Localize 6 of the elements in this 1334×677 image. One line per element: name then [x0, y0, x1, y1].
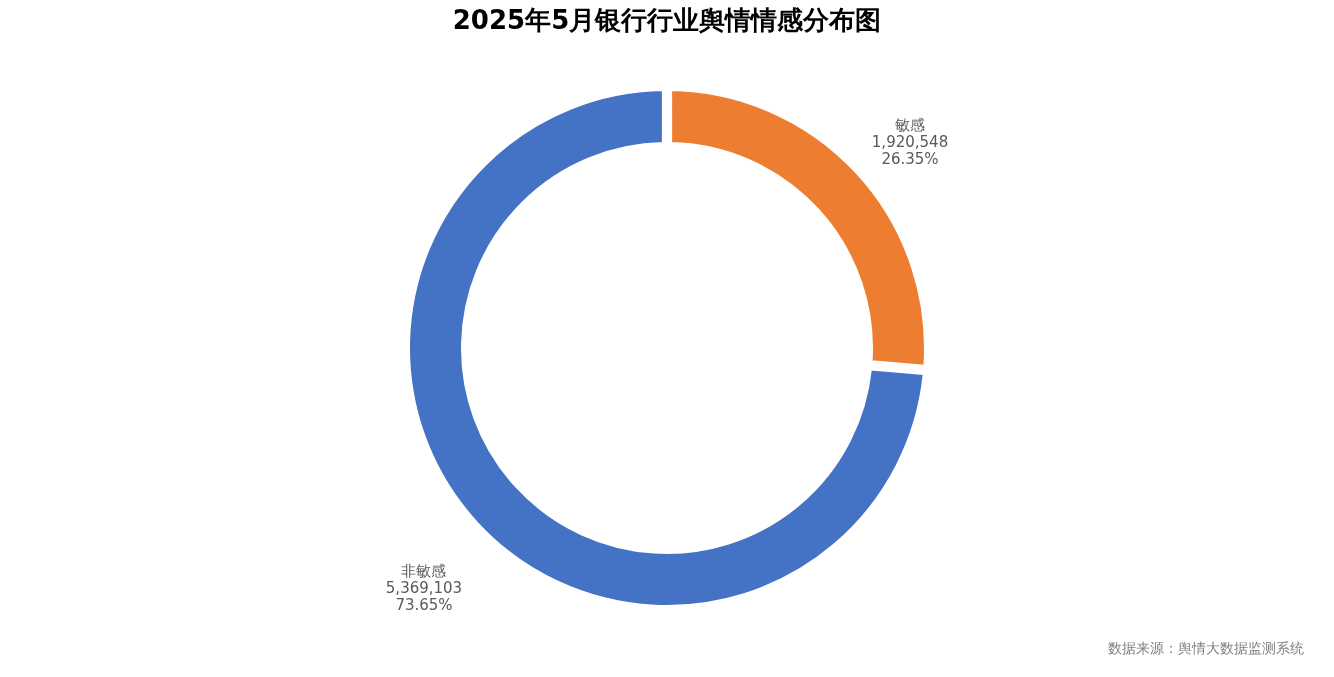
source-note: 数据来源：舆情大数据监测系统: [1108, 640, 1304, 656]
slice-label: 非敏感: [401, 562, 447, 581]
data-label: 5,369,103 73.65%: [385, 579, 463, 615]
chart-title: 2025年5月银行行业舆情情感分布图: [452, 5, 882, 35]
data-label: 1,920,548 26.35%: [871, 132, 949, 168]
slice-label: 敏感: [895, 115, 925, 134]
